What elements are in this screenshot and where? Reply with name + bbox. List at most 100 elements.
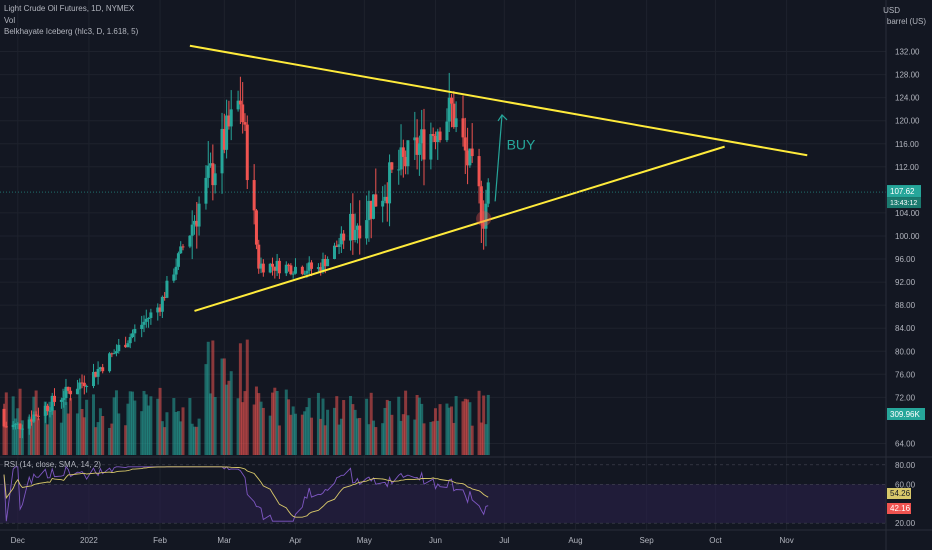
volume-value: 309.96K [890,410,920,419]
candle-body [16,423,20,425]
candle-body [388,162,392,204]
candle-body [477,156,481,187]
touch-point-marker [476,211,492,227]
volume-bar [114,390,118,455]
time-tick-label: Dec [11,536,25,545]
volume-bar [303,411,307,455]
candle-body [275,260,279,271]
candle-body [204,177,208,204]
price-tick-label: 132.00 [895,48,920,57]
volume-bar [43,401,47,455]
candle-body [355,225,359,230]
candle-body [399,147,403,170]
volume-bar [374,427,378,455]
candle-body [319,267,323,272]
volume-bar [149,396,153,455]
volume-bar [337,424,341,455]
volume-bar [174,411,178,455]
candle-body [52,395,56,402]
last-price-badge [887,185,921,198]
buy-arrow-shaft [494,114,503,202]
candle-body [277,260,281,274]
candle-body [307,262,311,271]
volume-bar [371,420,375,455]
volume-bar [353,409,357,455]
volume-bar [176,411,180,455]
volume-bar [142,390,146,455]
volume-bar [117,413,121,455]
volume-bar [160,421,164,455]
candle-body [32,414,36,422]
volume-bar [429,421,433,455]
candle-body [82,382,86,387]
candle-body [34,414,38,416]
candle-body [436,131,440,143]
candle-body [273,266,277,271]
volume-bar [181,407,185,455]
candle-body [114,351,118,354]
candle-body [482,222,486,229]
rsi-sma-value: 54.26 [890,489,911,498]
candle-body [381,200,385,207]
candle-body [222,128,226,150]
candle-body [406,140,410,167]
candle-body [404,156,408,167]
candle-body [461,118,465,138]
price-tick-label: 80.00 [895,347,916,356]
volume-bar [358,417,362,455]
volume-bar [147,405,151,455]
candle-body [486,182,490,204]
volume-bar [133,400,137,455]
candle-body [351,213,355,241]
candle-body [163,296,167,298]
volume-bar [78,387,82,455]
trendlines[interactable] [189,44,808,312]
volume-bar [406,415,410,455]
price-tick-label: 72.00 [895,393,916,402]
volume-bar [2,418,6,455]
candle-body [190,224,194,236]
volume-legend: Vol [4,16,16,25]
candle-body [310,262,314,269]
candle-body [417,143,421,155]
volume-bar [222,358,226,455]
volume-bar [229,371,233,455]
countdown-badge [887,197,921,209]
candle-body [158,307,162,312]
candle-body [463,137,467,151]
volume-bar [50,407,54,455]
candle-body [300,266,304,274]
candle-body [289,265,293,275]
price-tick-label: 120.00 [895,117,920,126]
candle-body [140,324,144,329]
volume-bar [332,407,336,455]
volume-bar [369,392,373,455]
candle-body [401,147,405,157]
volume-bar [397,396,401,455]
candle-body [484,203,488,229]
candle-body [438,131,442,141]
rsi-tick-label: 20.00 [895,519,916,528]
volume-bar [404,390,408,455]
candle-body [241,104,245,123]
buy-arrow-head [497,113,508,122]
candle-body [383,196,387,201]
candle-body [206,165,210,178]
candle-body [69,390,73,395]
candle-body [415,137,419,155]
volume-bar [96,422,100,455]
volume-bar [128,391,132,455]
volume-bar [213,397,217,455]
volume-bar [36,418,40,455]
symbol-title: Light Crude Oil Futures, 1D, NYMEX [4,4,135,13]
volume-bar [211,340,215,455]
volume-bar [126,403,130,455]
price-tick-label: 116.00 [895,140,919,149]
volume-bar [349,395,353,455]
volume-bar [293,413,297,455]
volume-bar [75,413,79,455]
price-tick-label: 84.00 [895,324,916,333]
candle-body [447,97,451,122]
